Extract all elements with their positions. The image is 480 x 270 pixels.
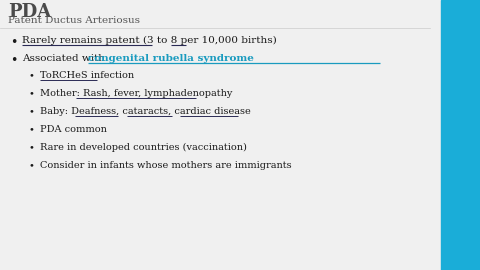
Text: •: • [28, 143, 34, 152]
Text: Consider in infants whose mothers are immigrants: Consider in infants whose mothers are im… [40, 161, 292, 170]
Text: Rare in developed countries (vaccination): Rare in developed countries (vaccination… [40, 143, 247, 152]
Text: •: • [28, 107, 34, 116]
Text: PDA: PDA [8, 3, 51, 21]
Text: •: • [10, 36, 17, 49]
Text: ToRCHeS infection: ToRCHeS infection [40, 71, 134, 80]
Text: •: • [28, 125, 34, 134]
Text: •: • [10, 54, 17, 67]
Text: Associated with: Associated with [22, 54, 108, 63]
Text: Patent Ductus Arteriosus: Patent Ductus Arteriosus [8, 16, 140, 25]
Text: congenital rubella syndrome: congenital rubella syndrome [88, 54, 254, 63]
Text: •: • [28, 71, 34, 80]
Text: Baby: Deafness, cataracts, cardiac disease: Baby: Deafness, cataracts, cardiac disea… [40, 107, 251, 116]
Text: PDA common: PDA common [40, 125, 107, 134]
Text: •: • [28, 161, 34, 170]
Text: •: • [28, 89, 34, 98]
Text: Rarely remains patent (3 to 8 per 10,000 births): Rarely remains patent (3 to 8 per 10,000… [22, 36, 277, 45]
Text: Mother: Rash, fever, lymphadenopathy: Mother: Rash, fever, lymphadenopathy [40, 89, 232, 98]
